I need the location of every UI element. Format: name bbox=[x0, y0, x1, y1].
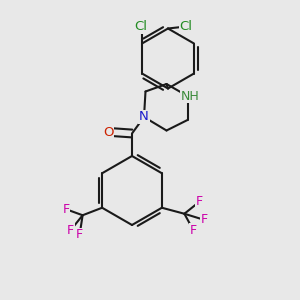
Text: F: F bbox=[200, 213, 207, 226]
Text: O: O bbox=[103, 125, 113, 139]
Text: F: F bbox=[76, 228, 83, 241]
Text: N: N bbox=[139, 110, 149, 124]
Text: NH: NH bbox=[181, 89, 199, 103]
Text: F: F bbox=[190, 224, 197, 237]
Text: Cl: Cl bbox=[179, 20, 193, 34]
Text: F: F bbox=[63, 203, 70, 216]
Text: F: F bbox=[67, 224, 74, 237]
Text: Cl: Cl bbox=[134, 20, 147, 34]
Text: F: F bbox=[196, 195, 203, 208]
